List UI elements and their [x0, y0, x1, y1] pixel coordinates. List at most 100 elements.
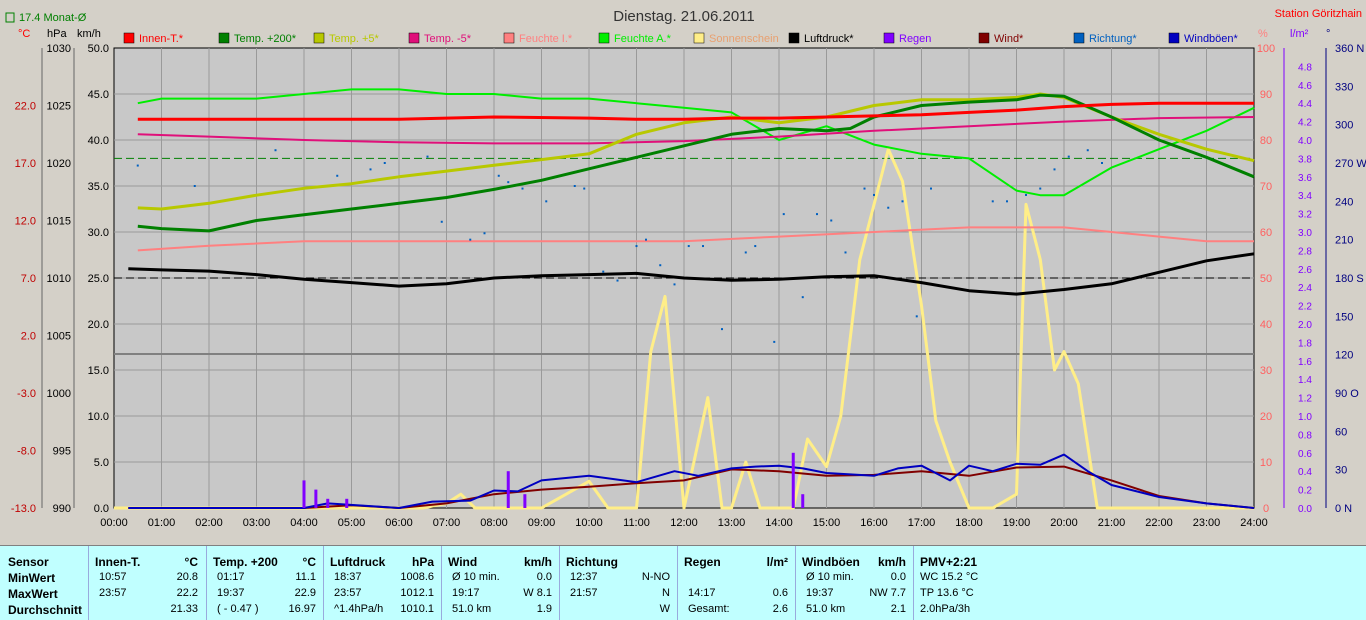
unit-hpa: hPa: [47, 28, 67, 40]
humidity-axis-tick: 10: [1260, 457, 1272, 469]
pressure-axis-tick: 1010: [47, 273, 71, 285]
humidity-axis-tick: 40: [1260, 319, 1272, 331]
wind-axis-tick: 10.0: [88, 411, 109, 423]
rain-axis-tick: 4.6: [1298, 81, 1312, 92]
humidity-axis-tick: 20: [1260, 411, 1272, 423]
row-label-avg: Durchschnitt: [8, 603, 83, 617]
direction-point: [1006, 200, 1008, 203]
wind-header: Wind: [448, 555, 478, 569]
unit-celsius: °C: [18, 28, 30, 40]
direction-point: [801, 296, 804, 299]
direction-point: [602, 270, 605, 273]
x-tick-label: 20:00: [1050, 517, 1078, 529]
wind-axis-tick: 30.0: [88, 227, 109, 239]
innen-row-2-value: 21.33: [170, 603, 198, 615]
wind-row-0-label: Ø 10 min.: [452, 571, 500, 583]
direction-point: [687, 245, 690, 248]
x-tick-label: 17:00: [908, 517, 936, 529]
row-label-min: MinWert: [8, 571, 56, 585]
direction-point: [521, 187, 524, 190]
legend-label: Feuchte A.*: [614, 33, 672, 45]
rain-axis-tick: 0.0: [1298, 504, 1312, 515]
luftdruck-row-1-value: 1012.1: [400, 587, 434, 599]
legend-label: Temp. +200*: [234, 33, 297, 45]
regen-row-1-label: 14:17: [688, 587, 716, 599]
windboeen-unit: km/h: [877, 555, 906, 569]
rain-bar: [302, 480, 306, 508]
direction-axis-tick: 30: [1335, 465, 1347, 477]
wind-axis-tick: 25.0: [88, 273, 109, 285]
legend-swatch: [408, 32, 420, 44]
temp-axis-tick: 22.0: [15, 101, 36, 113]
rain-bar: [791, 452, 795, 508]
pressure-axis-tick: 1015: [47, 216, 71, 228]
direction-point: [816, 213, 818, 216]
station-name: Station Göritzhain: [1275, 8, 1362, 20]
pressure-axis-tick: 1025: [47, 101, 71, 113]
rain-axis-tick: 2.8: [1298, 246, 1312, 257]
temp200-row-2-value: 16.97: [288, 603, 316, 615]
pressure-axis-tick: 1020: [47, 158, 71, 170]
x-tick-label: 23:00: [1193, 517, 1221, 529]
direction-point: [1053, 168, 1056, 171]
legend-swatch: [598, 32, 610, 44]
x-tick-label: 22:00: [1145, 517, 1173, 529]
pressure-axis-tick: 995: [53, 446, 71, 458]
direction-point: [369, 168, 372, 171]
rain-axis-tick: 0.4: [1298, 467, 1312, 478]
direction-point: [1101, 162, 1103, 164]
pmv-header: PMV+2:21: [920, 555, 978, 569]
x-tick-label: 01:00: [148, 517, 176, 529]
series-group: [114, 88, 1255, 510]
regen-row-2-value: 2.6: [772, 603, 788, 615]
legend-label: Temp. +5*: [329, 33, 380, 45]
temp200-row-1-label: 19:37: [217, 587, 245, 599]
legend-swatch: [883, 32, 895, 44]
rain-axis-tick: 3.0: [1298, 228, 1312, 239]
x-tick-label: 07:00: [433, 517, 461, 529]
x-tick-label: 04:00: [290, 517, 318, 529]
rain-axis-tick: 0.8: [1298, 430, 1312, 441]
legend-label: Richtung*: [1089, 33, 1137, 45]
unit-lm2: l/m²: [1290, 28, 1309, 40]
rain-axis-tick: 2.4: [1298, 283, 1312, 294]
wind-line: [128, 465, 1255, 509]
windboeen-row-0-value: 0.0: [890, 571, 906, 583]
legend-swatch: [218, 32, 230, 44]
temp-axis-tick: -13.0: [11, 503, 36, 515]
rain-bar: [345, 498, 349, 508]
direction-point: [873, 193, 875, 196]
direction-point: [616, 279, 619, 282]
direction-point: [469, 238, 472, 241]
month-avg-label: 17.4 Monat-Ø: [19, 12, 87, 24]
temp-axis-tick: 7.0: [21, 273, 36, 285]
rain-axis-tick: 1.0: [1298, 412, 1312, 423]
direction-point: [383, 162, 386, 164]
legend-label: Windböen*: [1184, 33, 1239, 45]
legend-label: Feuchte I.*: [519, 33, 573, 45]
temp-axis-tick: 2.0: [21, 331, 36, 343]
unit-percent: %: [1258, 28, 1268, 40]
pressure-axis-tick: 1030: [47, 43, 71, 55]
rain-axis-tick: 4.8: [1298, 62, 1312, 73]
rain-axis-tick: 2.6: [1298, 265, 1312, 276]
direction-axis-tick: 240: [1335, 196, 1353, 208]
direction-axis-tick: 150: [1335, 311, 1353, 323]
sensor-header: Sensor: [8, 555, 49, 569]
direction-axis-tick: 60: [1335, 426, 1347, 438]
windboeen-row-1-label: 19:37: [806, 587, 834, 599]
wind-axis-tick: 40.0: [88, 135, 109, 147]
x-tick-label: 09:00: [528, 517, 556, 529]
x-tick-label: 16:00: [860, 517, 888, 529]
rain-axis-tick: 4.0: [1298, 136, 1312, 147]
rain-axis-tick: 0.6: [1298, 449, 1312, 460]
x-tick-label: 08:00: [480, 517, 508, 529]
rain-axis-tick: 3.4: [1298, 191, 1312, 202]
direction-point: [659, 264, 662, 267]
direction-point: [635, 245, 638, 248]
luftdruck-row-0-value: 1008.6: [400, 571, 434, 583]
windboeen-row-1-value: NW 7.7: [869, 587, 906, 599]
pmv-row-2: 2.0hPa/3h: [920, 603, 971, 615]
rain-bar: [506, 471, 510, 508]
direction-axis-tick: 90 O: [1335, 388, 1359, 400]
